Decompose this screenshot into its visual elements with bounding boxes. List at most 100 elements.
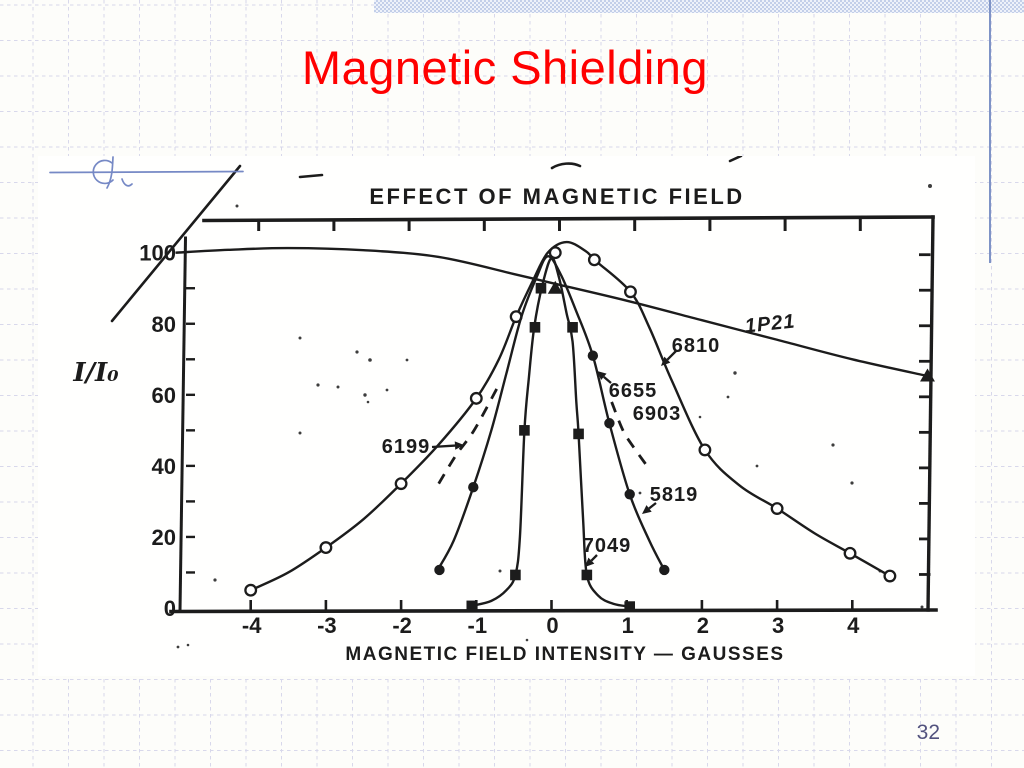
marker-circle-open [548,246,562,260]
marker-circle-open [469,391,483,405]
marker-circle-open [624,285,637,299]
slide-title: Magnetic Shielding [301,41,709,94]
y-tick-labels: 0 20 40 60 80 100 [139,241,176,621]
annotation-5819: 5819 [642,484,699,514]
x-tick-label: -4 [242,613,262,638]
annotation-arrowhead [597,371,607,381]
top-axis-ticks [257,219,862,231]
y-tick-label: 0 [164,596,176,621]
marker-triangle-filled [920,368,935,382]
y-tick-label: 20 [152,525,176,550]
marker-circle-filled [659,564,670,576]
curves [175,240,935,612]
annotation-label: 1P21 [744,310,797,337]
x-tick-labels: -4 -3 -2 -1 0 1 2 3 4 [242,613,860,638]
curve-1p21 [175,246,935,382]
marker-square-filled [581,569,593,581]
right-axis [926,215,935,612]
x-tick-label: 0 [546,613,558,638]
annotation-label: 6199 [382,436,431,458]
top-axis [202,215,935,223]
x-axis-title: MAGNETIC FIELD INTENSITY — GAUSSES [345,644,784,665]
scan-noise [176,184,932,649]
bottom-axis [169,608,938,614]
annotation-label: 7049 [583,535,632,557]
marker-circle-open [883,569,897,583]
y-tick-label: 40 [152,454,176,479]
annotation-6199: 6199 [382,436,464,458]
stray-diagonal-line [110,164,242,323]
marker-square-filled [529,322,541,333]
x-tick-label: 1 [622,613,634,638]
x-axis-ticks [249,600,854,610]
annotation-7049: 7049 [583,535,632,567]
annotation-arrow [590,554,598,562]
annotation-label: 6810 [672,335,721,357]
marker-circle-open [587,253,601,267]
page-number: 32 [916,721,940,744]
marker-square-filled [567,322,578,333]
marker-circle-open [770,502,784,515]
annotation-label: 6655 [609,380,658,402]
marker-circle-open [394,477,408,491]
cropped-text-scraps [298,156,743,179]
marker-square-filled [573,428,584,440]
axes-frame [169,215,938,614]
y-axis-title: I/I₀ [72,358,119,388]
x-tick-label: -3 [317,613,337,638]
marker-circle-filled [468,481,479,493]
curve-6655-6903-dashed-right-branch [610,401,649,467]
x-tick-label: 2 [697,613,709,638]
y-tick-label: 100 [139,241,176,266]
annotation-arrow [666,350,677,361]
left-axis-ticks [186,287,195,574]
curve-5819 [434,255,670,576]
annotation-arrowhead [642,505,652,514]
pen-annotation [49,156,244,189]
y-tick-label: 80 [152,312,176,337]
marker-square-filled [519,425,530,436]
curve-7049 [466,256,636,612]
marker-circle-filled [434,564,445,576]
annotation-6655: 6655 [597,371,658,402]
x-tick-label: -1 [468,613,488,638]
top-decoration-band [374,0,1024,13]
left-axis [178,236,188,613]
marker-triangle-filled [547,280,563,294]
annotation-arrowhead [585,557,595,567]
marker-square-filled [466,600,478,612]
annotation-1p21: 1P21 [744,310,797,337]
marker-circle-open [843,546,857,560]
annotation-arrow [603,375,612,384]
annotation-label: 6903 [633,403,682,425]
curve-6655-6903-dashed-left-branch [437,387,499,485]
marker-circle-filled [624,489,635,500]
curve-6810 [244,240,897,597]
right-axis-ticks [919,253,931,576]
annotation-arrow [431,444,456,449]
marker-circle-open [698,443,712,457]
x-tick-label: -2 [392,613,412,638]
annotation-label: 5819 [650,484,699,506]
annotation-arrow [648,502,657,510]
figure-title: EFFECT OF MAGNETIC FIELD [369,184,744,209]
marker-square-filled [624,601,636,612]
template-vertical-line [989,0,991,263]
annotation-arrowhead [661,356,671,366]
marker-circle-filled [604,418,615,429]
marker-square-filled [535,282,547,294]
marker-circle-open [319,541,333,555]
annotation-6903: 6903 [633,403,682,425]
annotation-6810: 6810 [661,335,721,366]
x-tick-label: 4 [847,613,860,638]
scanned-figure: -4 -3 -2 -1 0 1 2 3 4 0 20 40 60 80 100 EFFECT OF MAGNE… [38,156,975,676]
marker-circle-filled [587,350,599,361]
marker-circle-open [244,583,258,597]
y-tick-label: 60 [152,383,176,408]
marker-square-filled [510,569,521,581]
annotation-arrowhead [454,441,464,450]
x-tick-label: 3 [772,613,784,638]
